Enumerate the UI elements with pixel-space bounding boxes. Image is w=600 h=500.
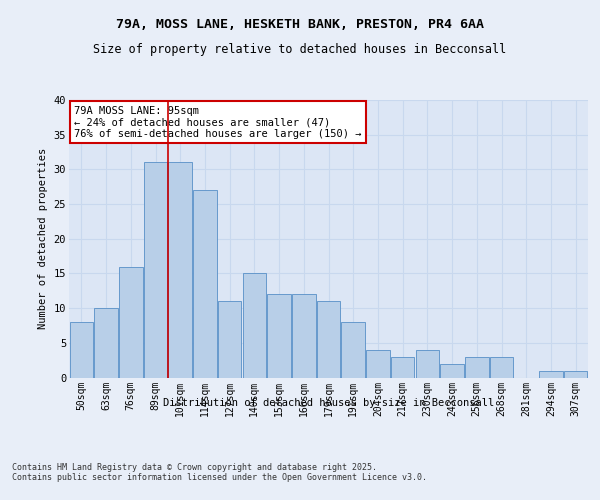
- Text: Distribution of detached houses by size in Becconsall: Distribution of detached houses by size …: [163, 398, 494, 407]
- Bar: [193, 190, 217, 378]
- Bar: [292, 294, 316, 378]
- Bar: [391, 356, 415, 378]
- Bar: [440, 364, 464, 378]
- Bar: [366, 350, 389, 378]
- Bar: [218, 301, 241, 378]
- Bar: [416, 350, 439, 378]
- Bar: [70, 322, 93, 378]
- Bar: [490, 356, 513, 378]
- Bar: [341, 322, 365, 378]
- Bar: [144, 162, 167, 378]
- Bar: [169, 162, 192, 378]
- Bar: [119, 266, 143, 378]
- Text: 79A MOSS LANE: 95sqm
← 24% of detached houses are smaller (47)
76% of semi-detac: 79A MOSS LANE: 95sqm ← 24% of detached h…: [74, 106, 362, 138]
- Text: 79A, MOSS LANE, HESKETH BANK, PRESTON, PR4 6AA: 79A, MOSS LANE, HESKETH BANK, PRESTON, P…: [116, 18, 484, 30]
- Text: Contains HM Land Registry data © Crown copyright and database right 2025.
Contai: Contains HM Land Registry data © Crown c…: [12, 462, 427, 482]
- Bar: [242, 274, 266, 378]
- Bar: [465, 356, 488, 378]
- Bar: [268, 294, 291, 378]
- Bar: [564, 370, 587, 378]
- Bar: [317, 301, 340, 378]
- Bar: [94, 308, 118, 378]
- Bar: [539, 370, 563, 378]
- Text: Size of property relative to detached houses in Becconsall: Size of property relative to detached ho…: [94, 42, 506, 56]
- Y-axis label: Number of detached properties: Number of detached properties: [38, 148, 48, 330]
